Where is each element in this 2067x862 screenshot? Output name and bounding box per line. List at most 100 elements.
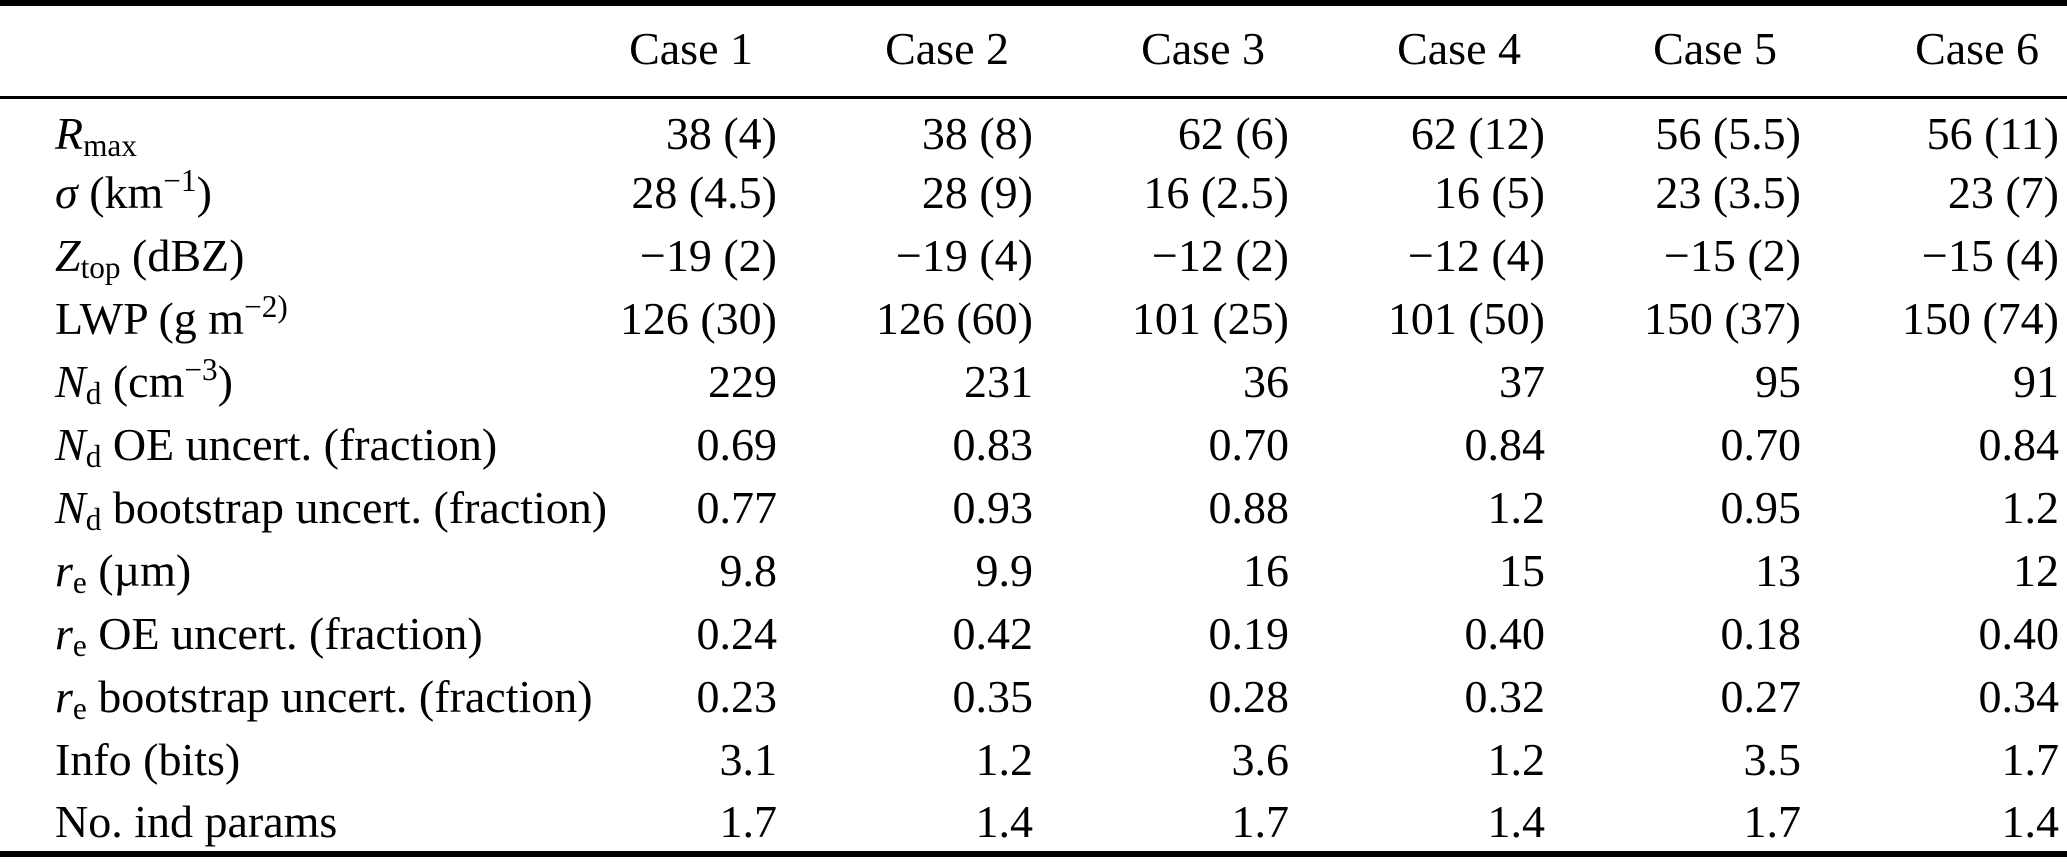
cell-nd-bootstrap-uncert-case-1: 0.77 xyxy=(696,482,778,533)
cell-no-ind-params-case-2: 1.4 xyxy=(975,795,1034,847)
column-header-case-4: Case 4 xyxy=(1293,3,1549,99)
cell-z-top-dbz-case-6: −15 (4) xyxy=(1921,230,2059,281)
cell-info-bits-case-2: 1.2 xyxy=(975,734,1034,785)
cell-nd-cm3-case-2: 231 xyxy=(964,356,1033,407)
cell-z-top-dbz-case-1: −19 (2) xyxy=(639,230,777,281)
label-part: N xyxy=(55,356,86,407)
cell-nd-cm3-case-6: 91 xyxy=(2013,356,2059,407)
cell-nd-bootstrap-uncert-case-6: 1.2 xyxy=(2001,482,2060,533)
label-part: R xyxy=(55,108,84,159)
row-label-nd-oe-uncert: Nd OE uncert. (fraction) xyxy=(0,413,570,476)
column-header-case-2: Case 2 xyxy=(781,3,1037,99)
cell-nd-cm3-case-5: 95 xyxy=(1755,356,1801,407)
cell-no-ind-params-case-1: 1.7 xyxy=(719,795,778,847)
cell-nd-oe-uncert-case-6: 0.84 xyxy=(1978,419,2060,470)
cell-r-max-case-3: 62 (6) xyxy=(1177,108,1289,159)
label-part: bootstrap uncert. (fraction) xyxy=(101,482,608,533)
label-part: No. ind params xyxy=(55,795,338,847)
cell-z-top-dbz-case-5: −15 (2) xyxy=(1663,230,1801,281)
label-part: top xyxy=(80,249,121,285)
row-label-z-top-dbz: Ztop (dBZ) xyxy=(0,224,570,287)
cell-info-bits-case-3: 3.6 xyxy=(1231,734,1290,785)
label-part: Info (bits) xyxy=(55,734,241,785)
column-header-case-1: Case 1 xyxy=(570,3,781,99)
cell-lwp-g-m2-case-5: 150 (37) xyxy=(1643,293,1801,344)
cell-info-bits-case-1: 3.1 xyxy=(719,734,778,785)
column-header-case-6: Case 6 xyxy=(1805,3,2067,99)
cell-re-oe-uncert-case-3: 0.19 xyxy=(1208,608,1290,659)
cell-sigma-km-case-1: 28 (4.5) xyxy=(631,167,777,218)
cell-nd-oe-uncert-case-2: 0.83 xyxy=(952,419,1034,470)
cell-re-oe-uncert-case-1: 0.24 xyxy=(696,608,778,659)
cell-re-um-case-1: 9.8 xyxy=(719,545,778,596)
cell-re-bootstrap-uncert-case-4: 0.32 xyxy=(1464,671,1546,722)
table-row-sigma-km: σ (km−1) 28 (4.5) 28 (9) 16 (2.5) 16 (5) 23 (… xyxy=(0,161,2067,224)
label-part: e xyxy=(72,690,87,726)
cell-lwp-g-m2-case-6: 150 (74) xyxy=(1901,293,2059,344)
cell-lwp-g-m2-case-2: 126 (60) xyxy=(875,293,1033,344)
cell-re-bootstrap-uncert-case-3: 0.28 xyxy=(1208,671,1290,722)
cell-nd-bootstrap-uncert-case-4: 1.2 xyxy=(1487,482,1546,533)
table-row-z-top-dbz: Ztop (dBZ) −19 (2) −19 (4) −12 (2) −12 (4) −1… xyxy=(0,224,2067,287)
table-header: Case 1 Case 2 Case 3 Case 4 Case 5 Case … xyxy=(0,3,2067,99)
cell-info-bits-case-4: 1.2 xyxy=(1487,734,1546,785)
label-part: (cm xyxy=(101,356,185,407)
row-label-re-bootstrap-uncert: re bootstrap uncert. (fraction) xyxy=(0,665,593,728)
cell-re-um-case-2: 9.9 xyxy=(975,545,1034,596)
label-part: OE uncert. (fraction) xyxy=(86,608,483,659)
cell-nd-oe-uncert-case-1: 0.69 xyxy=(696,419,778,470)
row-label-nd-cm3: Nd (cm−3) xyxy=(0,350,570,413)
cell-re-bootstrap-uncert-case-6: 0.34 xyxy=(1978,671,2060,722)
cell-r-max-case-6: 56 (11) xyxy=(1926,108,2059,159)
header-row: Case 1 Case 2 Case 3 Case 4 Case 5 Case … xyxy=(0,3,2067,99)
cell-r-max-case-5: 56 (5.5) xyxy=(1655,108,1801,159)
cell-re-oe-uncert-case-5: 0.18 xyxy=(1720,608,1802,659)
cell-r-max-case-2: 38 (8) xyxy=(921,108,1033,159)
cell-nd-bootstrap-uncert-case-2: 0.93 xyxy=(952,482,1034,533)
label-part: (km xyxy=(77,167,164,218)
label-part: ) xyxy=(196,167,212,218)
cell-nd-oe-uncert-case-5: 0.70 xyxy=(1720,419,1802,470)
cell-lwp-g-m2-case-1: 126 (30) xyxy=(619,293,777,344)
label-part: max xyxy=(83,127,137,163)
cell-nd-cm3-case-3: 36 xyxy=(1243,356,1289,407)
table-row-info-bits: Info (bits) 3.1 1.2 3.6 1.2 3.5 1.7 xyxy=(0,728,2067,791)
label-part: OE uncert. (fraction) xyxy=(101,419,498,470)
cell-nd-bootstrap-uncert-case-3: 0.88 xyxy=(1208,482,1290,533)
label-part: r xyxy=(55,671,73,722)
cell-re-um-case-3: 16 xyxy=(1243,545,1289,596)
cell-z-top-dbz-case-2: −19 (4) xyxy=(895,230,1033,281)
row-label-info-bits: Info (bits) xyxy=(0,728,570,791)
row-label-nd-bootstrap-uncert: Nd bootstrap uncert. (fraction) xyxy=(0,476,607,539)
cell-lwp-g-m2-case-3: 101 (25) xyxy=(1131,293,1289,344)
label-part: e xyxy=(72,564,87,600)
table-row-re-oe-uncert: re OE uncert. (fraction) 0.24 0.42 0.19 0.40… xyxy=(0,602,2067,665)
label-part: d xyxy=(85,438,102,474)
label-part: σ xyxy=(55,167,78,218)
label-part: r xyxy=(55,608,73,659)
table-body: Rmax 38 (4) 38 (8) 62 (6) 62 (12) 56 (5.5) 56 … xyxy=(0,98,2067,855)
cell-sigma-km-case-3: 16 (2.5) xyxy=(1143,167,1289,218)
row-label-sigma-km: σ (km−1) xyxy=(0,161,570,224)
label-part: d xyxy=(85,501,102,537)
table-row-re-um: re (µm) 9.8 9.9 16 15 13 12 xyxy=(0,539,2067,602)
cell-re-bootstrap-uncert-case-1: 0.23 xyxy=(696,671,778,722)
cell-re-um-case-6: 12 xyxy=(2013,545,2059,596)
cell-re-oe-uncert-case-4: 0.40 xyxy=(1464,608,1546,659)
cell-re-um-case-5: 13 xyxy=(1755,545,1801,596)
cell-r-max-case-1: 38 (4) xyxy=(665,108,777,159)
row-label-no-ind-params: No. ind params xyxy=(0,791,570,854)
label-part: d xyxy=(85,375,102,411)
table-row-r-max: Rmax 38 (4) 38 (8) 62 (6) 62 (12) 56 (5.5) 56 … xyxy=(0,98,2067,163)
label-part: LWP (g m xyxy=(55,293,245,344)
cell-lwp-g-m2-case-4: 101 (50) xyxy=(1387,293,1545,344)
cell-sigma-km-case-5: 23 (3.5) xyxy=(1655,167,1801,218)
cell-nd-cm3-case-1: 229 xyxy=(708,356,777,407)
table-row-nd-bootstrap-uncert: Nd bootstrap uncert. (fraction) 0.77 0.93 0… xyxy=(0,476,2067,539)
cell-info-bits-case-5: 3.5 xyxy=(1743,734,1802,785)
cell-re-bootstrap-uncert-case-2: 0.35 xyxy=(952,671,1034,722)
label-part: −1 xyxy=(163,162,197,198)
row-label-lwp-g-m2: LWP (g m−2) xyxy=(0,287,570,350)
label-part: e xyxy=(72,627,87,663)
label-part: (µm) xyxy=(86,545,192,596)
